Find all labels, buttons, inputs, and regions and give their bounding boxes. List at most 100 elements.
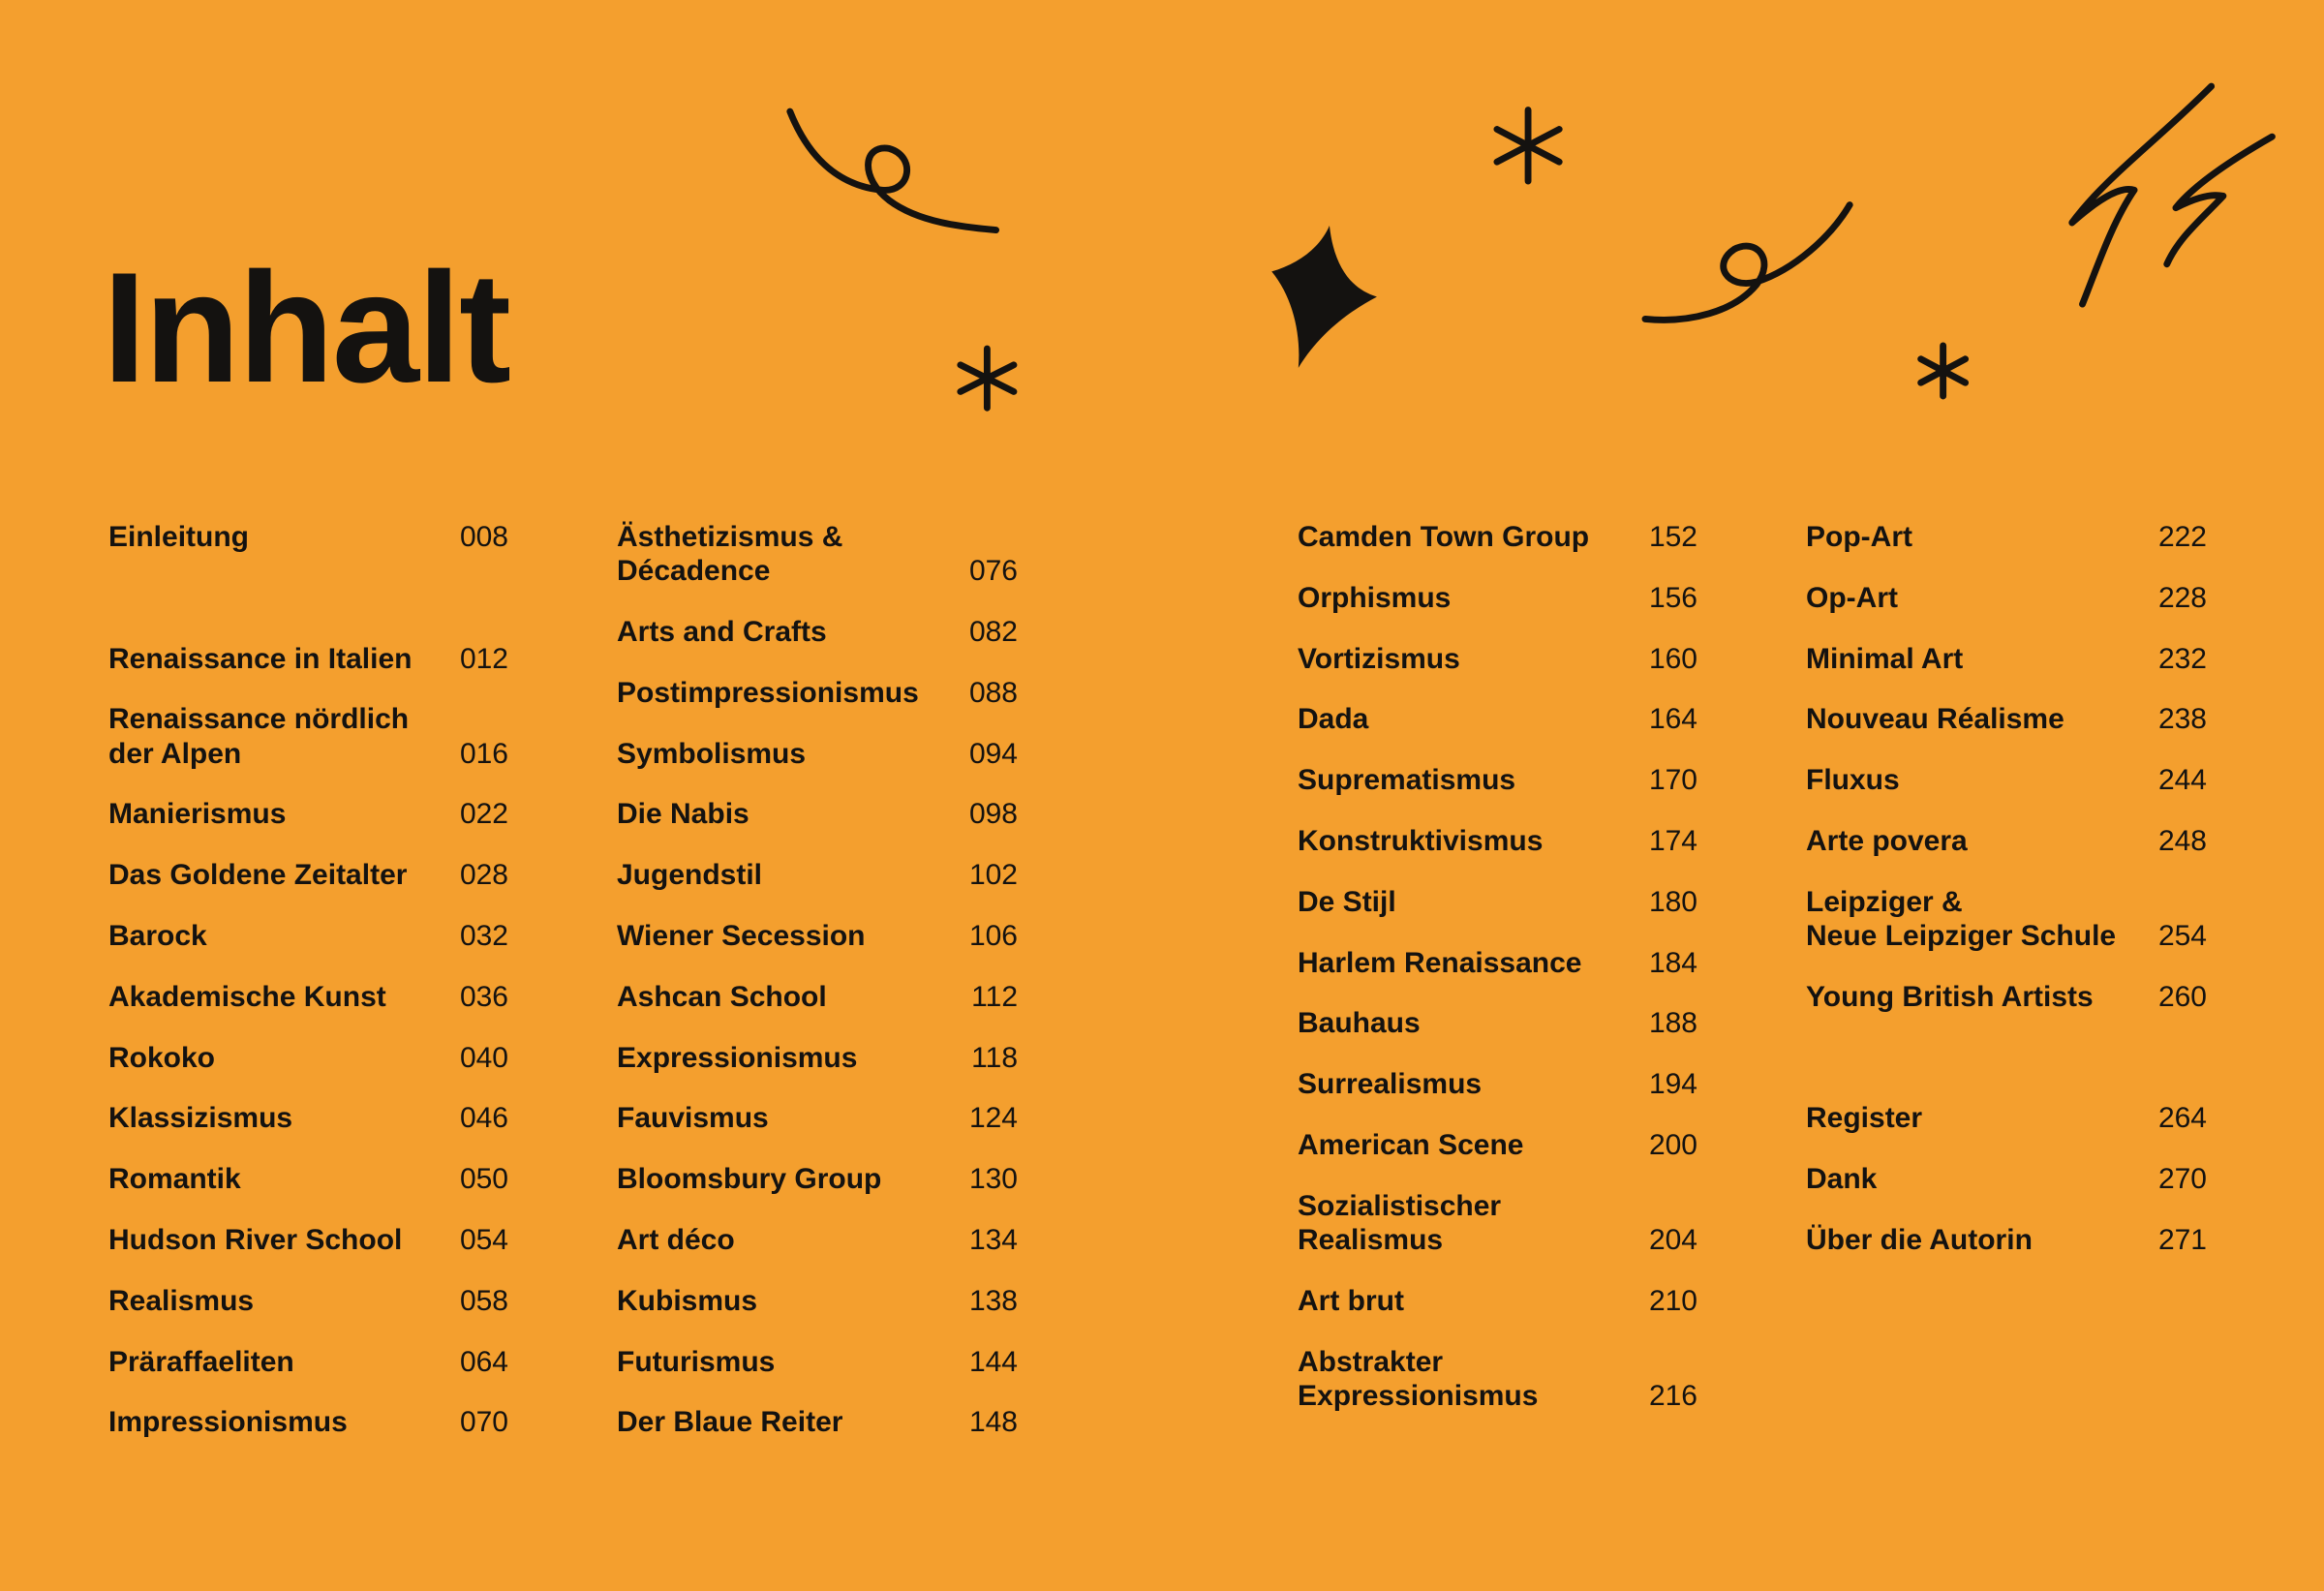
toc-entry-title: Fauvismus (617, 1101, 769, 1135)
toc-entry[interactable]: Einleitung 008 (108, 520, 508, 554)
toc-entry[interactable]: Pop-Art 222 (1806, 520, 2207, 554)
toc-entry[interactable]: Ästhetizismus & Décadence 076 (617, 520, 1018, 588)
toc-entry-title: Romantik (108, 1162, 241, 1196)
toc-entry-title-line: Ashcan School (617, 980, 827, 1013)
toc-entry-page-number: 036 (459, 980, 508, 1013)
toc-entry-title: Sozialistischer Realismus (1298, 1189, 1501, 1257)
toc-column-4: Pop-Art 222 Op-Art 228 Minimal Art 232 Nouveau… (1806, 520, 2207, 1284)
toc-entry-title-line: Dada (1298, 703, 1369, 736)
toc-entry[interactable]: Präraffaeliten 064 (108, 1345, 508, 1379)
toc-entry-page-number: 144 (968, 1345, 1018, 1378)
toc-entry-title: Ashcan School (617, 980, 827, 1014)
toc-entry[interactable]: Op-Art 228 (1806, 581, 2207, 615)
toc-entry[interactable]: Hudson River School 054 (108, 1223, 508, 1257)
toc-entry[interactable]: Nouveau Réalisme 238 (1806, 702, 2207, 736)
toc-entry-title-line: Bloomsbury Group (617, 1163, 882, 1196)
toc-entry[interactable]: Suprematismus 170 (1298, 763, 1697, 797)
toc-entry[interactable]: Young British Artists 260 (1806, 980, 2207, 1014)
asterisk-icon (1917, 342, 1970, 400)
toc-entry[interactable]: Surrealismus 194 (1298, 1067, 1697, 1101)
toc-entry-title-line: Romantik (108, 1163, 241, 1196)
toc-entry[interactable]: Minimal Art 232 (1806, 642, 2207, 676)
toc-entry-page-number: 248 (2157, 824, 2207, 857)
toc-entry[interactable]: Klassizismus 046 (108, 1101, 508, 1135)
toc-entry[interactable]: Symbolismus 094 (617, 737, 1018, 771)
toc-entry-title-line: Young British Artists (1806, 980, 2094, 1013)
toc-spacer (108, 581, 508, 615)
toc-entry-page-number: 032 (459, 919, 508, 952)
toc-entry-page-number: 070 (459, 1406, 508, 1439)
toc-entry[interactable]: Register 264 (1806, 1101, 2207, 1135)
toc-entry[interactable]: Realismus 058 (108, 1284, 508, 1318)
toc-entry[interactable]: Abstrakter Expressionismus 216 (1298, 1345, 1697, 1413)
toc-entry[interactable]: Jugendstil 102 (617, 858, 1018, 892)
toc-entry-page-number: 050 (459, 1163, 508, 1196)
toc-entry-page-number: 138 (968, 1284, 1018, 1317)
toc-entry-title: Wiener Secession (617, 919, 866, 953)
toc-entry[interactable]: Romantik 050 (108, 1162, 508, 1196)
toc-entry[interactable]: Fauvismus 124 (617, 1101, 1018, 1135)
toc-entry-title-line: Realismus (1298, 1223, 1444, 1256)
toc-entry[interactable]: Orphismus 156 (1298, 581, 1697, 615)
toc-entry[interactable]: Leipziger & Neue Leipziger Schule 254 (1806, 885, 2207, 953)
toc-entry-title: Symbolismus (617, 737, 806, 771)
toc-entry[interactable]: De Stijl 180 (1298, 885, 1697, 919)
toc-entry[interactable]: Futurismus 144 (617, 1345, 1018, 1379)
toc-entry-title-line: American Scene (1298, 1128, 1524, 1161)
toc-entry-page-number: 194 (1648, 1068, 1697, 1101)
toc-entry[interactable]: Arte povera 248 (1806, 824, 2207, 858)
toc-entry[interactable]: Kubismus 138 (617, 1284, 1018, 1318)
toc-entry-title: Akademische Kunst (108, 980, 386, 1014)
toc-entry[interactable]: Bauhaus 188 (1298, 1006, 1697, 1040)
toc-entry[interactable]: Barock 032 (108, 919, 508, 953)
toc-entry-title-line: Konstruktivismus (1298, 824, 1544, 857)
toc-entry-title: Fluxus (1806, 763, 1900, 797)
toc-entry[interactable]: Renaissance in Italien 012 (108, 642, 508, 676)
toc-entry-title-line: Art déco (617, 1223, 735, 1256)
toc-entry[interactable]: Art déco 134 (617, 1223, 1018, 1257)
toc-entry[interactable]: Renaissance nördlich der Alpen 016 (108, 702, 508, 770)
toc-entry-title: Klassizismus (108, 1101, 292, 1135)
toc-entry[interactable]: Die Nabis 098 (617, 797, 1018, 831)
lightning-scribble-icon (2163, 133, 2276, 268)
toc-entry[interactable]: Ashcan School 112 (617, 980, 1018, 1014)
toc-entry[interactable]: Art brut 210 (1298, 1284, 1697, 1318)
toc-entry-title: Vortizismus (1298, 642, 1460, 676)
toc-entry[interactable]: Rokoko 040 (108, 1041, 508, 1075)
toc-entry[interactable]: Camden Town Group 152 (1298, 520, 1697, 554)
toc-entry-title-line: Décadence (617, 555, 771, 588)
toc-entry-page-number: 174 (1648, 824, 1697, 857)
toc-entry-page-number: 040 (459, 1041, 508, 1074)
toc-entry[interactable]: Konstruktivismus 174 (1298, 824, 1697, 858)
toc-entry[interactable]: Expressionismus 118 (617, 1041, 1018, 1075)
toc-entry-title: Der Blaue Reiter (617, 1405, 842, 1439)
toc-entry[interactable]: Das Goldene Zeitalter 028 (108, 858, 508, 892)
toc-entry[interactable]: Harlem Renaissance 184 (1298, 946, 1697, 980)
toc-entry-page-number: 222 (2157, 521, 2207, 553)
toc-entry[interactable]: Dada 164 (1298, 702, 1697, 736)
toc-entry-page-number: 164 (1648, 703, 1697, 736)
toc-entry[interactable]: Impressionismus 070 (108, 1405, 508, 1439)
toc-entry-title-line: Akademische Kunst (108, 980, 386, 1013)
toc-entry-title-line: Surrealismus (1298, 1068, 1483, 1101)
squiggle-loop-icon (1641, 201, 1853, 323)
toc-entry[interactable]: Vortizismus 160 (1298, 642, 1697, 676)
toc-entry[interactable]: Über die Autorin 271 (1806, 1223, 2207, 1257)
toc-entry[interactable]: Akademische Kunst 036 (108, 980, 508, 1014)
toc-entry[interactable]: Sozialistischer Realismus 204 (1298, 1189, 1697, 1257)
toc-entry[interactable]: Fluxus 244 (1806, 763, 2207, 797)
toc-entry-title-line: Barock (108, 919, 207, 952)
toc-entry-title-line: Expressionismus (1298, 1379, 1539, 1412)
toc-entry[interactable]: Bloomsbury Group 130 (617, 1162, 1018, 1196)
toc-entry-title-line: Impressionismus (108, 1406, 348, 1439)
toc-entry-page-number: 216 (1648, 1379, 1697, 1412)
toc-entry[interactable]: Arts and Crafts 082 (617, 615, 1018, 649)
toc-entry-title-line: Op-Art (1806, 581, 1898, 614)
toc-entry[interactable]: Postimpressionismus 088 (617, 676, 1018, 710)
toc-entry[interactable]: Dank 270 (1806, 1162, 2207, 1196)
toc-entry-title: Surrealismus (1298, 1067, 1482, 1101)
toc-entry[interactable]: Der Blaue Reiter 148 (617, 1405, 1018, 1439)
toc-entry[interactable]: American Scene 200 (1298, 1128, 1697, 1162)
toc-entry[interactable]: Manierismus 022 (108, 797, 508, 831)
toc-entry[interactable]: Wiener Secession 106 (617, 919, 1018, 953)
